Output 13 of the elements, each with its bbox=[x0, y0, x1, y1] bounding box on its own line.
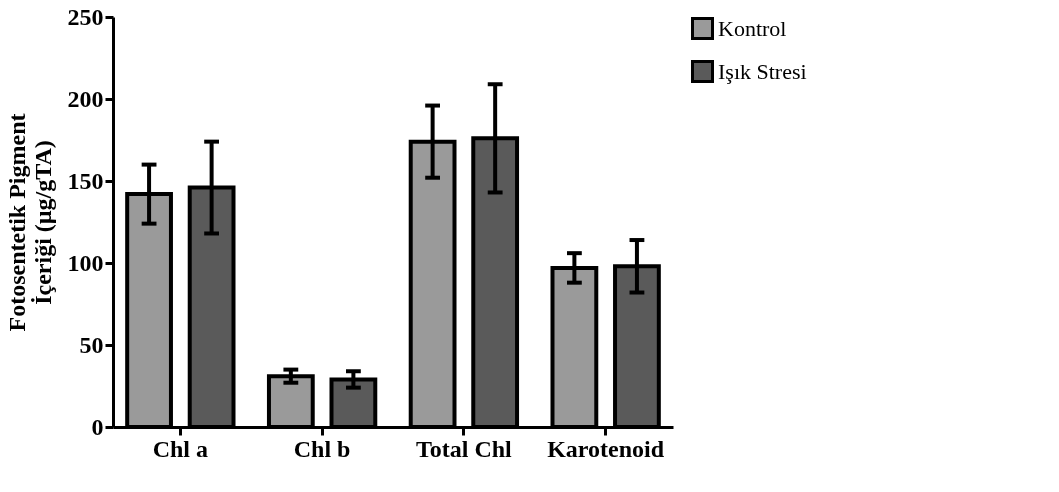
y-tick-label: 200 bbox=[67, 85, 104, 112]
legend-label: Kontrol bbox=[718, 15, 787, 41]
y-axis-title: Fotosentetik Pigment İçeriği (µg/gTA) bbox=[3, 113, 56, 332]
y-tick-label: 0 bbox=[91, 413, 104, 440]
x-tick-label: Total Chl bbox=[415, 435, 513, 462]
y-tick-label: 150 bbox=[67, 167, 104, 194]
x-tick-label: Chl b bbox=[293, 435, 351, 462]
x-tick-label: Chl a bbox=[152, 435, 209, 462]
y-tick-label: 250 bbox=[67, 3, 104, 30]
y-tick-label: 100 bbox=[67, 249, 104, 276]
y-tick-label: 50 bbox=[79, 331, 104, 358]
x-tick-label: Karotenoid bbox=[547, 435, 665, 462]
legend-label: Işık Stresi bbox=[718, 58, 807, 84]
